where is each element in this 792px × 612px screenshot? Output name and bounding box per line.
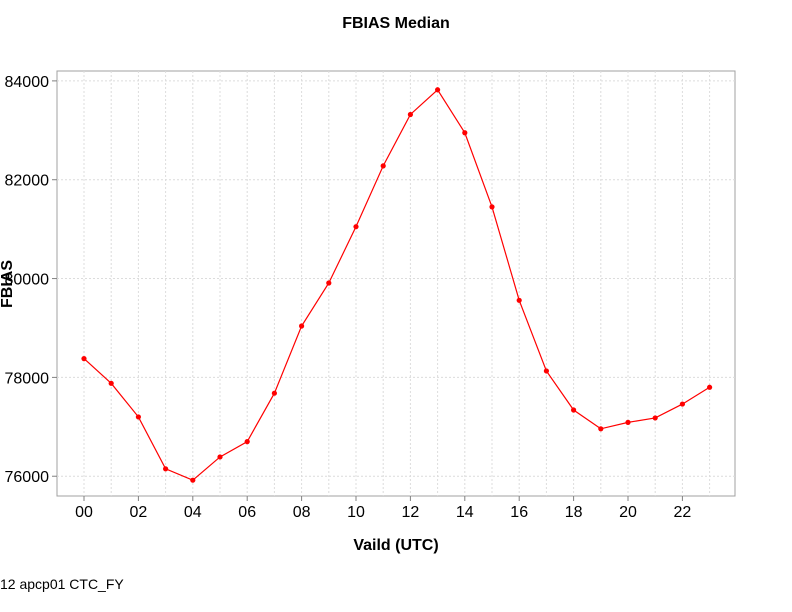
data-point [380, 163, 386, 169]
data-point [81, 356, 87, 362]
x-tick-label: 00 [75, 504, 93, 521]
data-point [190, 477, 196, 483]
y-tick-label: 80000 [5, 272, 50, 289]
data-point [625, 419, 631, 425]
data-point [326, 280, 332, 286]
data-point [707, 384, 713, 390]
data-point [353, 224, 359, 230]
data-point [407, 111, 413, 118]
data-point [462, 130, 468, 136]
y-axis-label: FBIAS [0, 260, 16, 308]
x-tick-label: 02 [130, 504, 148, 521]
y-tick-label: 82000 [5, 173, 50, 190]
x-tick-label: 22 [674, 504, 692, 521]
data-point [652, 415, 658, 421]
x-tick-label: 08 [293, 504, 311, 521]
y-tick-label: 84000 [5, 74, 50, 91]
x-tick-label: 20 [619, 504, 637, 521]
data-point [135, 414, 141, 420]
data-point [543, 368, 550, 374]
y-axis-ticks: 76000 78000 80000 82000 84000 [5, 74, 57, 486]
x-tick-label: 06 [238, 504, 256, 521]
footer-text: 12 apcp01 CTC_FY [0, 576, 124, 592]
data-point [244, 439, 250, 445]
plot-area [56, 70, 736, 497]
x-tick-label: 10 [347, 504, 365, 521]
data-point [108, 380, 114, 386]
chart-title: FBIAS Median [342, 15, 450, 32]
data-point [299, 323, 305, 329]
x-tick-label: 04 [184, 504, 202, 521]
x-tick-label: 18 [565, 504, 583, 521]
data-point [571, 407, 577, 413]
x-tick-label: 12 [402, 504, 420, 521]
data-point [217, 454, 223, 460]
data-point [435, 87, 441, 93]
data-point [516, 297, 522, 303]
data-point [271, 390, 277, 396]
series-line [83, 88, 710, 481]
y-tick-label: 78000 [5, 370, 50, 387]
data-point [598, 426, 604, 432]
x-axis-label: Vaild (UTC) [353, 537, 438, 554]
x-tick-label: 16 [510, 504, 528, 521]
data-point [679, 401, 686, 407]
series-group [81, 87, 713, 483]
y-tick-label: 76000 [5, 469, 50, 486]
x-tick-label: 14 [456, 504, 474, 521]
x-axis-ticks: 00 02 04 06 08 10 12 14 16 18 20 22 [75, 496, 691, 521]
grid [57, 71, 735, 496]
data-point [163, 466, 169, 472]
data-point [489, 204, 495, 210]
